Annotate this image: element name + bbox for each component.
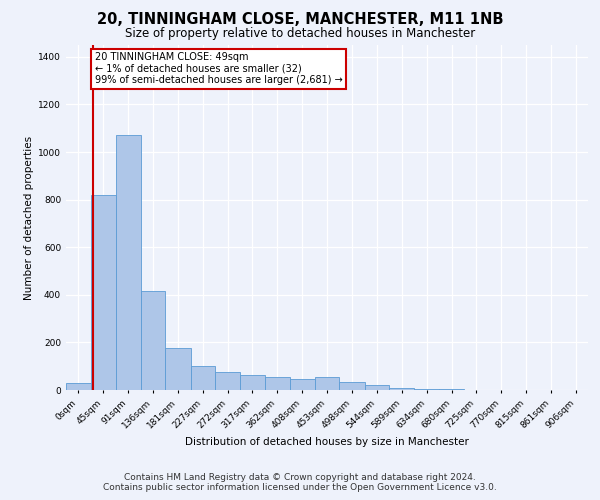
Bar bbox=[290, 380, 314, 390]
Bar bbox=[191, 366, 215, 390]
Bar bbox=[314, 377, 340, 390]
Bar bbox=[166, 348, 191, 390]
Bar bbox=[116, 136, 140, 390]
Bar bbox=[140, 292, 166, 390]
Y-axis label: Number of detached properties: Number of detached properties bbox=[24, 136, 34, 300]
Bar bbox=[265, 377, 290, 390]
Bar bbox=[389, 388, 414, 390]
Bar bbox=[340, 382, 365, 390]
Bar bbox=[215, 372, 240, 390]
X-axis label: Distribution of detached houses by size in Manchester: Distribution of detached houses by size … bbox=[185, 436, 469, 446]
Bar bbox=[91, 195, 116, 390]
Bar bbox=[240, 374, 265, 390]
Text: 20, TINNINGHAM CLOSE, MANCHESTER, M11 1NB: 20, TINNINGHAM CLOSE, MANCHESTER, M11 1N… bbox=[97, 12, 503, 28]
Text: 20 TINNINGHAM CLOSE: 49sqm
← 1% of detached houses are smaller (32)
99% of semi-: 20 TINNINGHAM CLOSE: 49sqm ← 1% of detac… bbox=[95, 52, 342, 86]
Text: Size of property relative to detached houses in Manchester: Size of property relative to detached ho… bbox=[125, 28, 475, 40]
Bar bbox=[365, 385, 389, 390]
Bar bbox=[414, 389, 439, 390]
Text: Contains HM Land Registry data © Crown copyright and database right 2024.
Contai: Contains HM Land Registry data © Crown c… bbox=[103, 473, 497, 492]
Bar bbox=[66, 383, 91, 390]
